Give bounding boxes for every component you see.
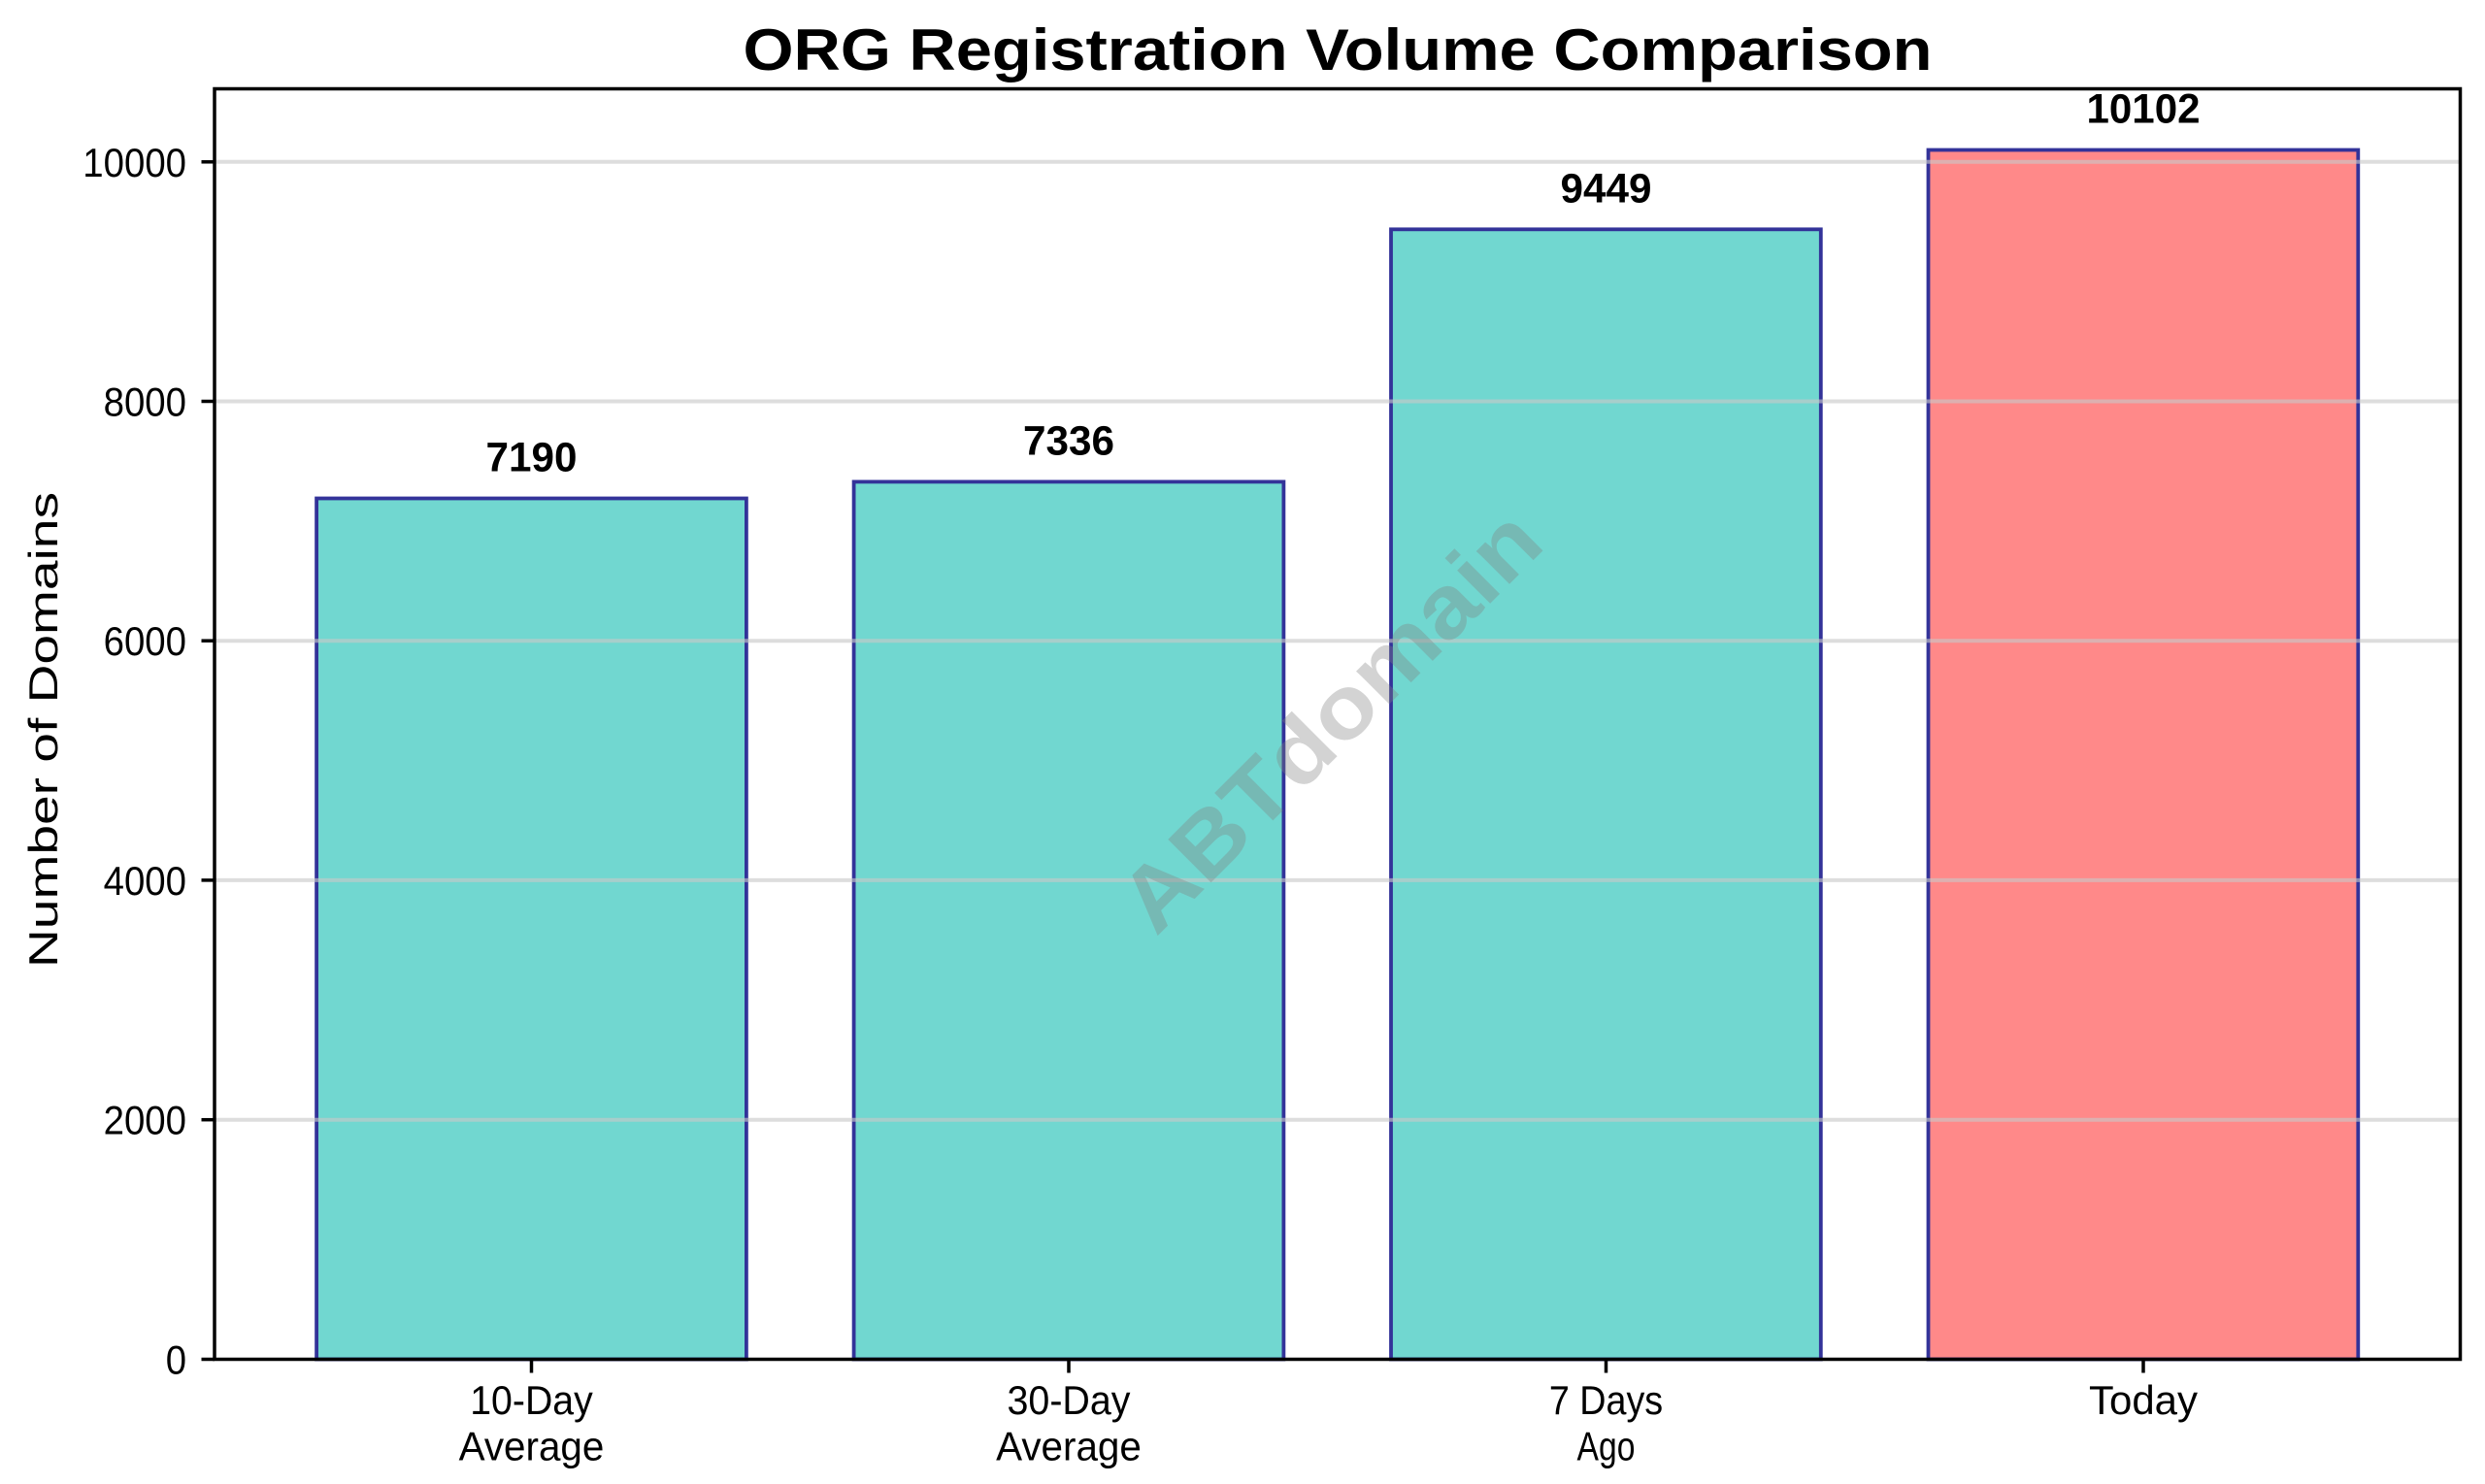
- svg-text:Average: Average: [459, 1423, 605, 1468]
- svg-text:6000: 6000: [104, 618, 186, 664]
- svg-text:10-Day: 10-Day: [470, 1377, 593, 1423]
- svg-text:9449: 9449: [1561, 166, 1652, 213]
- svg-text:7 Days: 7 Days: [1549, 1377, 1663, 1423]
- svg-text:30-Day: 30-Day: [1008, 1377, 1131, 1423]
- svg-text:0: 0: [166, 1337, 186, 1383]
- svg-text:7336: 7336: [1023, 418, 1114, 465]
- svg-text:Today: Today: [2089, 1377, 2198, 1423]
- svg-text:4000: 4000: [104, 858, 186, 904]
- svg-text:10102: 10102: [2087, 86, 2201, 133]
- svg-text:Number of Domains: Number of Domains: [20, 492, 66, 968]
- svg-text:Ago: Ago: [1577, 1423, 1636, 1468]
- svg-text:7190: 7190: [486, 435, 578, 481]
- svg-text:10000: 10000: [83, 140, 186, 185]
- svg-text:ORG Registration Volume Compar: ORG Registration Volume Comparison: [744, 17, 1933, 82]
- svg-text:2000: 2000: [104, 1098, 186, 1143]
- svg-text:8000: 8000: [104, 379, 186, 425]
- svg-text:Average: Average: [996, 1423, 1142, 1468]
